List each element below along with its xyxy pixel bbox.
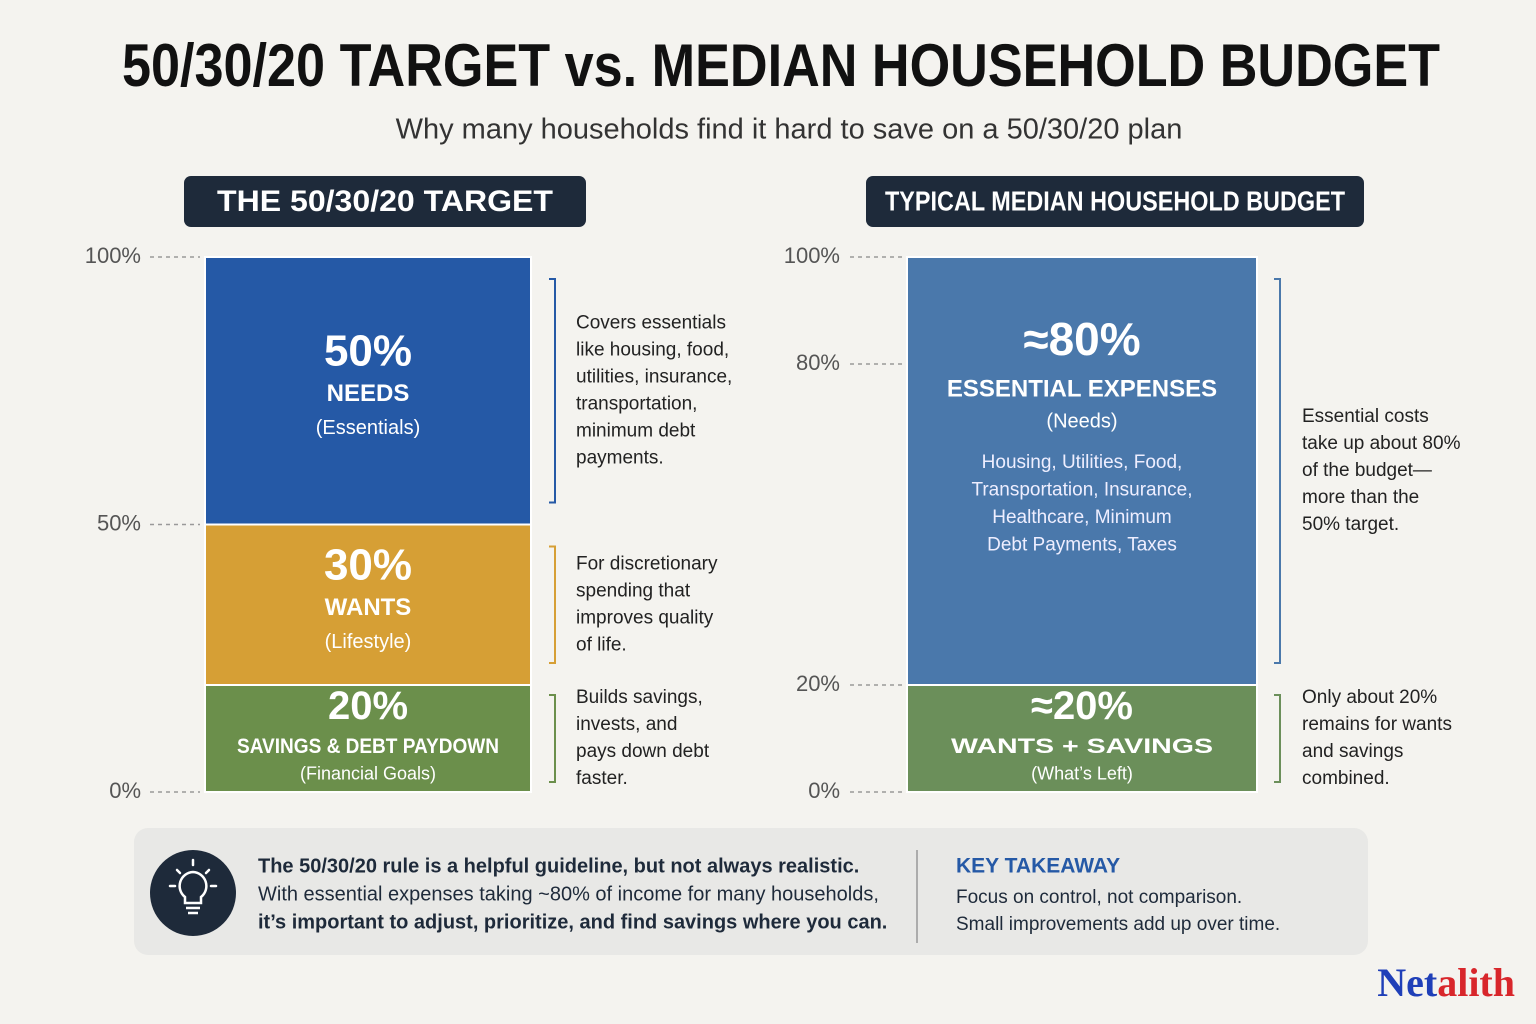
description: spending that bbox=[576, 580, 691, 601]
segment-detail: Transportation, Insurance, bbox=[971, 480, 1192, 501]
description: of the budget— bbox=[1302, 460, 1432, 481]
description: and savings bbox=[1302, 741, 1403, 762]
y-tick-label: 80% bbox=[796, 350, 840, 375]
takeaway-text: Small improvements add up over time. bbox=[956, 914, 1280, 935]
y-tick-label: 0% bbox=[109, 778, 141, 803]
value-label: ≈20% bbox=[1031, 684, 1133, 728]
description: Only about 20% bbox=[1302, 687, 1437, 708]
segment-name: ESSENTIAL EXPENSES bbox=[947, 375, 1217, 402]
bar-segment bbox=[204, 256, 532, 526]
lightbulb-icon bbox=[150, 850, 236, 936]
brand: Netalith bbox=[1377, 960, 1515, 1005]
footer-text: With essential expenses taking ~80% of i… bbox=[258, 883, 879, 905]
value-label: 30% bbox=[324, 540, 412, 589]
takeaway-title: KEY TAKEAWAY bbox=[956, 855, 1120, 878]
description: minimum debt bbox=[576, 420, 696, 441]
chart-title: TYPICAL MEDIAN HOUSEHOLD BUDGET bbox=[885, 185, 1345, 216]
bar-segment bbox=[906, 256, 1258, 686]
footer-text: it’s important to adjust, prioritize, an… bbox=[258, 911, 887, 933]
value-label: 50% bbox=[324, 326, 412, 375]
panel-header bbox=[184, 176, 586, 227]
bracket bbox=[549, 278, 556, 504]
description: of life. bbox=[576, 634, 627, 655]
description: For discretionary bbox=[576, 553, 718, 574]
segment-subtitle: (What’s Left) bbox=[1031, 763, 1133, 783]
segment-subtitle: (Essentials) bbox=[316, 417, 420, 439]
bracket bbox=[549, 545, 556, 664]
panel-header bbox=[866, 176, 1364, 227]
y-tick-label: 100% bbox=[784, 243, 840, 268]
description: 50% target. bbox=[1302, 514, 1399, 535]
y-tick-label: 50% bbox=[97, 510, 141, 535]
description: Essential costs bbox=[1302, 406, 1429, 427]
segment-subtitle: (Lifestyle) bbox=[325, 631, 412, 653]
description: invests, and bbox=[576, 714, 677, 735]
footer-text: The 50/30/20 rule is a helpful guideline… bbox=[258, 855, 859, 877]
description: like housing, food, bbox=[576, 339, 729, 360]
segment-detail: Housing, Utilities, Food, bbox=[982, 452, 1183, 473]
description: combined. bbox=[1302, 768, 1390, 789]
segment-detail: Debt Payments, Taxes bbox=[987, 535, 1177, 556]
value-label: 20% bbox=[328, 684, 408, 728]
description: take up about 80% bbox=[1302, 433, 1461, 454]
segment-name: WANTS bbox=[325, 594, 412, 621]
y-tick-label: 100% bbox=[85, 243, 141, 268]
description: Builds savings, bbox=[576, 687, 703, 708]
segment-subtitle: (Needs) bbox=[1046, 410, 1117, 432]
brand-part: alith bbox=[1437, 960, 1515, 1005]
segment-detail: Healthcare, Minimum bbox=[992, 507, 1172, 528]
description: remains for wants bbox=[1302, 714, 1452, 735]
description: payments. bbox=[576, 447, 664, 468]
description: utilities, insurance, bbox=[576, 366, 732, 387]
chart-title: THE 50/30/20 TARGET bbox=[217, 185, 553, 218]
description: pays down debt bbox=[576, 741, 710, 762]
y-tick-label: 0% bbox=[808, 778, 840, 803]
description: faster. bbox=[576, 768, 628, 789]
description: improves quality bbox=[576, 607, 714, 628]
footer-box bbox=[134, 828, 1368, 955]
title: 50/30/20 TARGET vs. MEDIAN HOUSEHOLD BUD… bbox=[122, 32, 1440, 99]
y-tick-label: 20% bbox=[796, 671, 840, 696]
takeaway-text: Focus on control, not comparison. bbox=[956, 887, 1242, 908]
bracket bbox=[1274, 278, 1281, 664]
segment-subtitle: (Financial Goals) bbox=[300, 763, 436, 783]
segment-name: SAVINGS & DEBT PAYDOWN bbox=[237, 735, 499, 758]
bracket bbox=[1274, 694, 1281, 783]
bracket bbox=[549, 694, 556, 783]
description: transportation, bbox=[576, 393, 697, 414]
bar-segment bbox=[204, 523, 532, 686]
description: Covers essentials bbox=[576, 312, 726, 333]
brand-part: Net bbox=[1377, 960, 1438, 1005]
subtitle: Why many households find it hard to save… bbox=[396, 114, 1183, 146]
description: more than the bbox=[1302, 487, 1419, 508]
segment-name: WANTS + SAVINGS bbox=[951, 735, 1213, 758]
bar-segment bbox=[906, 684, 1258, 793]
segment-name: NEEDS bbox=[327, 380, 410, 407]
value-label: ≈80% bbox=[1023, 313, 1140, 365]
